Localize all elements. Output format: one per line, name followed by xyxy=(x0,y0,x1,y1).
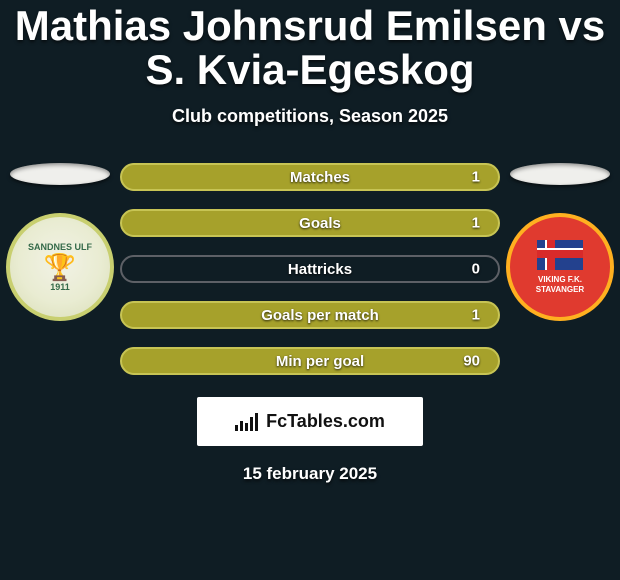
left-player-oval xyxy=(10,163,110,185)
stat-row: Min per goal 90 xyxy=(120,347,500,375)
stats-bars: Matches 1 Goals 1 Hattricks 0 Goals per match 1… xyxy=(120,163,500,375)
left-club-crest: SANDNES ULF 🏆 1911 xyxy=(6,213,114,321)
stat-value: 1 xyxy=(472,307,480,324)
right-column: VIKING F.K. STAVANGER xyxy=(500,163,620,321)
stat-value: 0 xyxy=(472,261,480,278)
stat-value: 90 xyxy=(463,353,480,370)
stat-label: Goals per match xyxy=(261,307,379,324)
crest-label: VIKING F.K. xyxy=(538,276,582,284)
stat-label: Goals xyxy=(299,215,341,232)
flag-icon xyxy=(537,240,583,270)
stat-row: Goals 1 xyxy=(120,209,500,237)
stat-label: Hattricks xyxy=(288,261,352,278)
comparison-infographic: Mathias Johnsrud Emilsen vs S. Kvia-Eges… xyxy=(0,0,620,580)
brand-text: FcTables.com xyxy=(266,411,385,432)
subtitle: Club competitions, Season 2025 xyxy=(0,106,620,127)
stat-row: Hattricks 0 xyxy=(120,255,500,283)
bars-icon xyxy=(235,413,258,431)
trophy-icon: 🏆 xyxy=(44,254,76,280)
crest-sub: STAVANGER xyxy=(536,286,584,294)
crest-year: 1911 xyxy=(50,282,70,292)
stat-label: Min per goal xyxy=(276,353,364,370)
brand-box: FcTables.com xyxy=(197,397,423,446)
footer-date: 15 february 2025 xyxy=(243,464,377,484)
stat-row: Goals per match 1 xyxy=(120,301,500,329)
crest-label: SANDNES ULF xyxy=(28,242,92,252)
footer: FcTables.com 15 february 2025 xyxy=(0,397,620,484)
middle-row: SANDNES ULF 🏆 1911 Matches 1 Goals 1 Hattric… xyxy=(0,163,620,375)
right-club-crest: VIKING F.K. STAVANGER xyxy=(506,213,614,321)
stat-label: Matches xyxy=(290,169,350,186)
stat-value: 1 xyxy=(472,169,480,186)
stat-value: 1 xyxy=(472,215,480,232)
right-player-oval xyxy=(510,163,610,185)
stat-row: Matches 1 xyxy=(120,163,500,191)
page-title: Mathias Johnsrud Emilsen vs S. Kvia-Eges… xyxy=(0,0,620,92)
left-column: SANDNES ULF 🏆 1911 xyxy=(0,163,120,321)
